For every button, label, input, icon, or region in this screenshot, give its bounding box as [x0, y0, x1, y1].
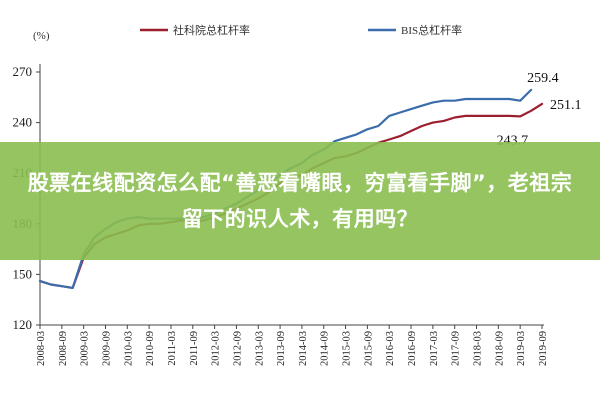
- y-tick-label: 240: [13, 115, 33, 130]
- x-tick-label: 2014-09: [320, 331, 331, 366]
- x-tick-label: 2017-09: [451, 331, 462, 366]
- x-tick-label: 2014-03: [298, 331, 309, 366]
- x-tick-label: 2015-09: [363, 331, 374, 366]
- legend-label: BIS总杠杆率: [401, 23, 462, 37]
- x-tick-label: 2016-09: [407, 331, 418, 366]
- x-tick-label: 2019-03: [516, 331, 527, 366]
- y-tick-label: 120: [13, 317, 33, 332]
- x-tick-label: 2010-03: [123, 331, 134, 366]
- x-tick-label: 2008-09: [58, 331, 69, 366]
- y-tick-label: 150: [13, 266, 33, 281]
- x-tick-label: 2016-03: [385, 331, 396, 366]
- x-tick-label: 2012-03: [211, 331, 222, 366]
- x-tick-label: 2017-03: [429, 331, 440, 366]
- data-label: 259.4: [527, 71, 559, 86]
- x-tick-label: 2008-03: [36, 331, 47, 366]
- x-tick-label: 2011-03: [167, 331, 178, 366]
- x-tick-label: 2009-03: [80, 331, 91, 366]
- y-unit-label: (%): [33, 30, 50, 42]
- x-tick-label: 2013-09: [276, 331, 287, 366]
- x-tick-label: 2018-03: [473, 331, 484, 366]
- x-tick-label: 2018-09: [494, 331, 505, 366]
- x-tick-label: 2011-09: [189, 331, 200, 366]
- x-tick-label: 2010-09: [145, 331, 156, 366]
- legend-label: 社科院总杠杆率: [173, 23, 250, 37]
- x-tick-label: 2019-09: [538, 331, 549, 366]
- x-tick-label: 2015-03: [342, 331, 353, 366]
- headline-banner[interactable]: 股票在线配资怎么配“善恶看嘴眼，穷富看手脚”，老祖宗留下的识人术，有用吗？: [0, 142, 600, 260]
- x-tick-label: 2013-03: [254, 331, 265, 366]
- x-tick-label: 2009-09: [101, 331, 112, 366]
- data-label: 251.1: [550, 98, 582, 113]
- x-tick-label: 2012-09: [232, 331, 243, 366]
- y-tick-label: 270: [13, 64, 33, 79]
- headline-text[interactable]: 股票在线配资怎么配“善恶看嘴眼，穷富看手脚”，老祖宗留下的识人术，有用吗？: [27, 171, 573, 231]
